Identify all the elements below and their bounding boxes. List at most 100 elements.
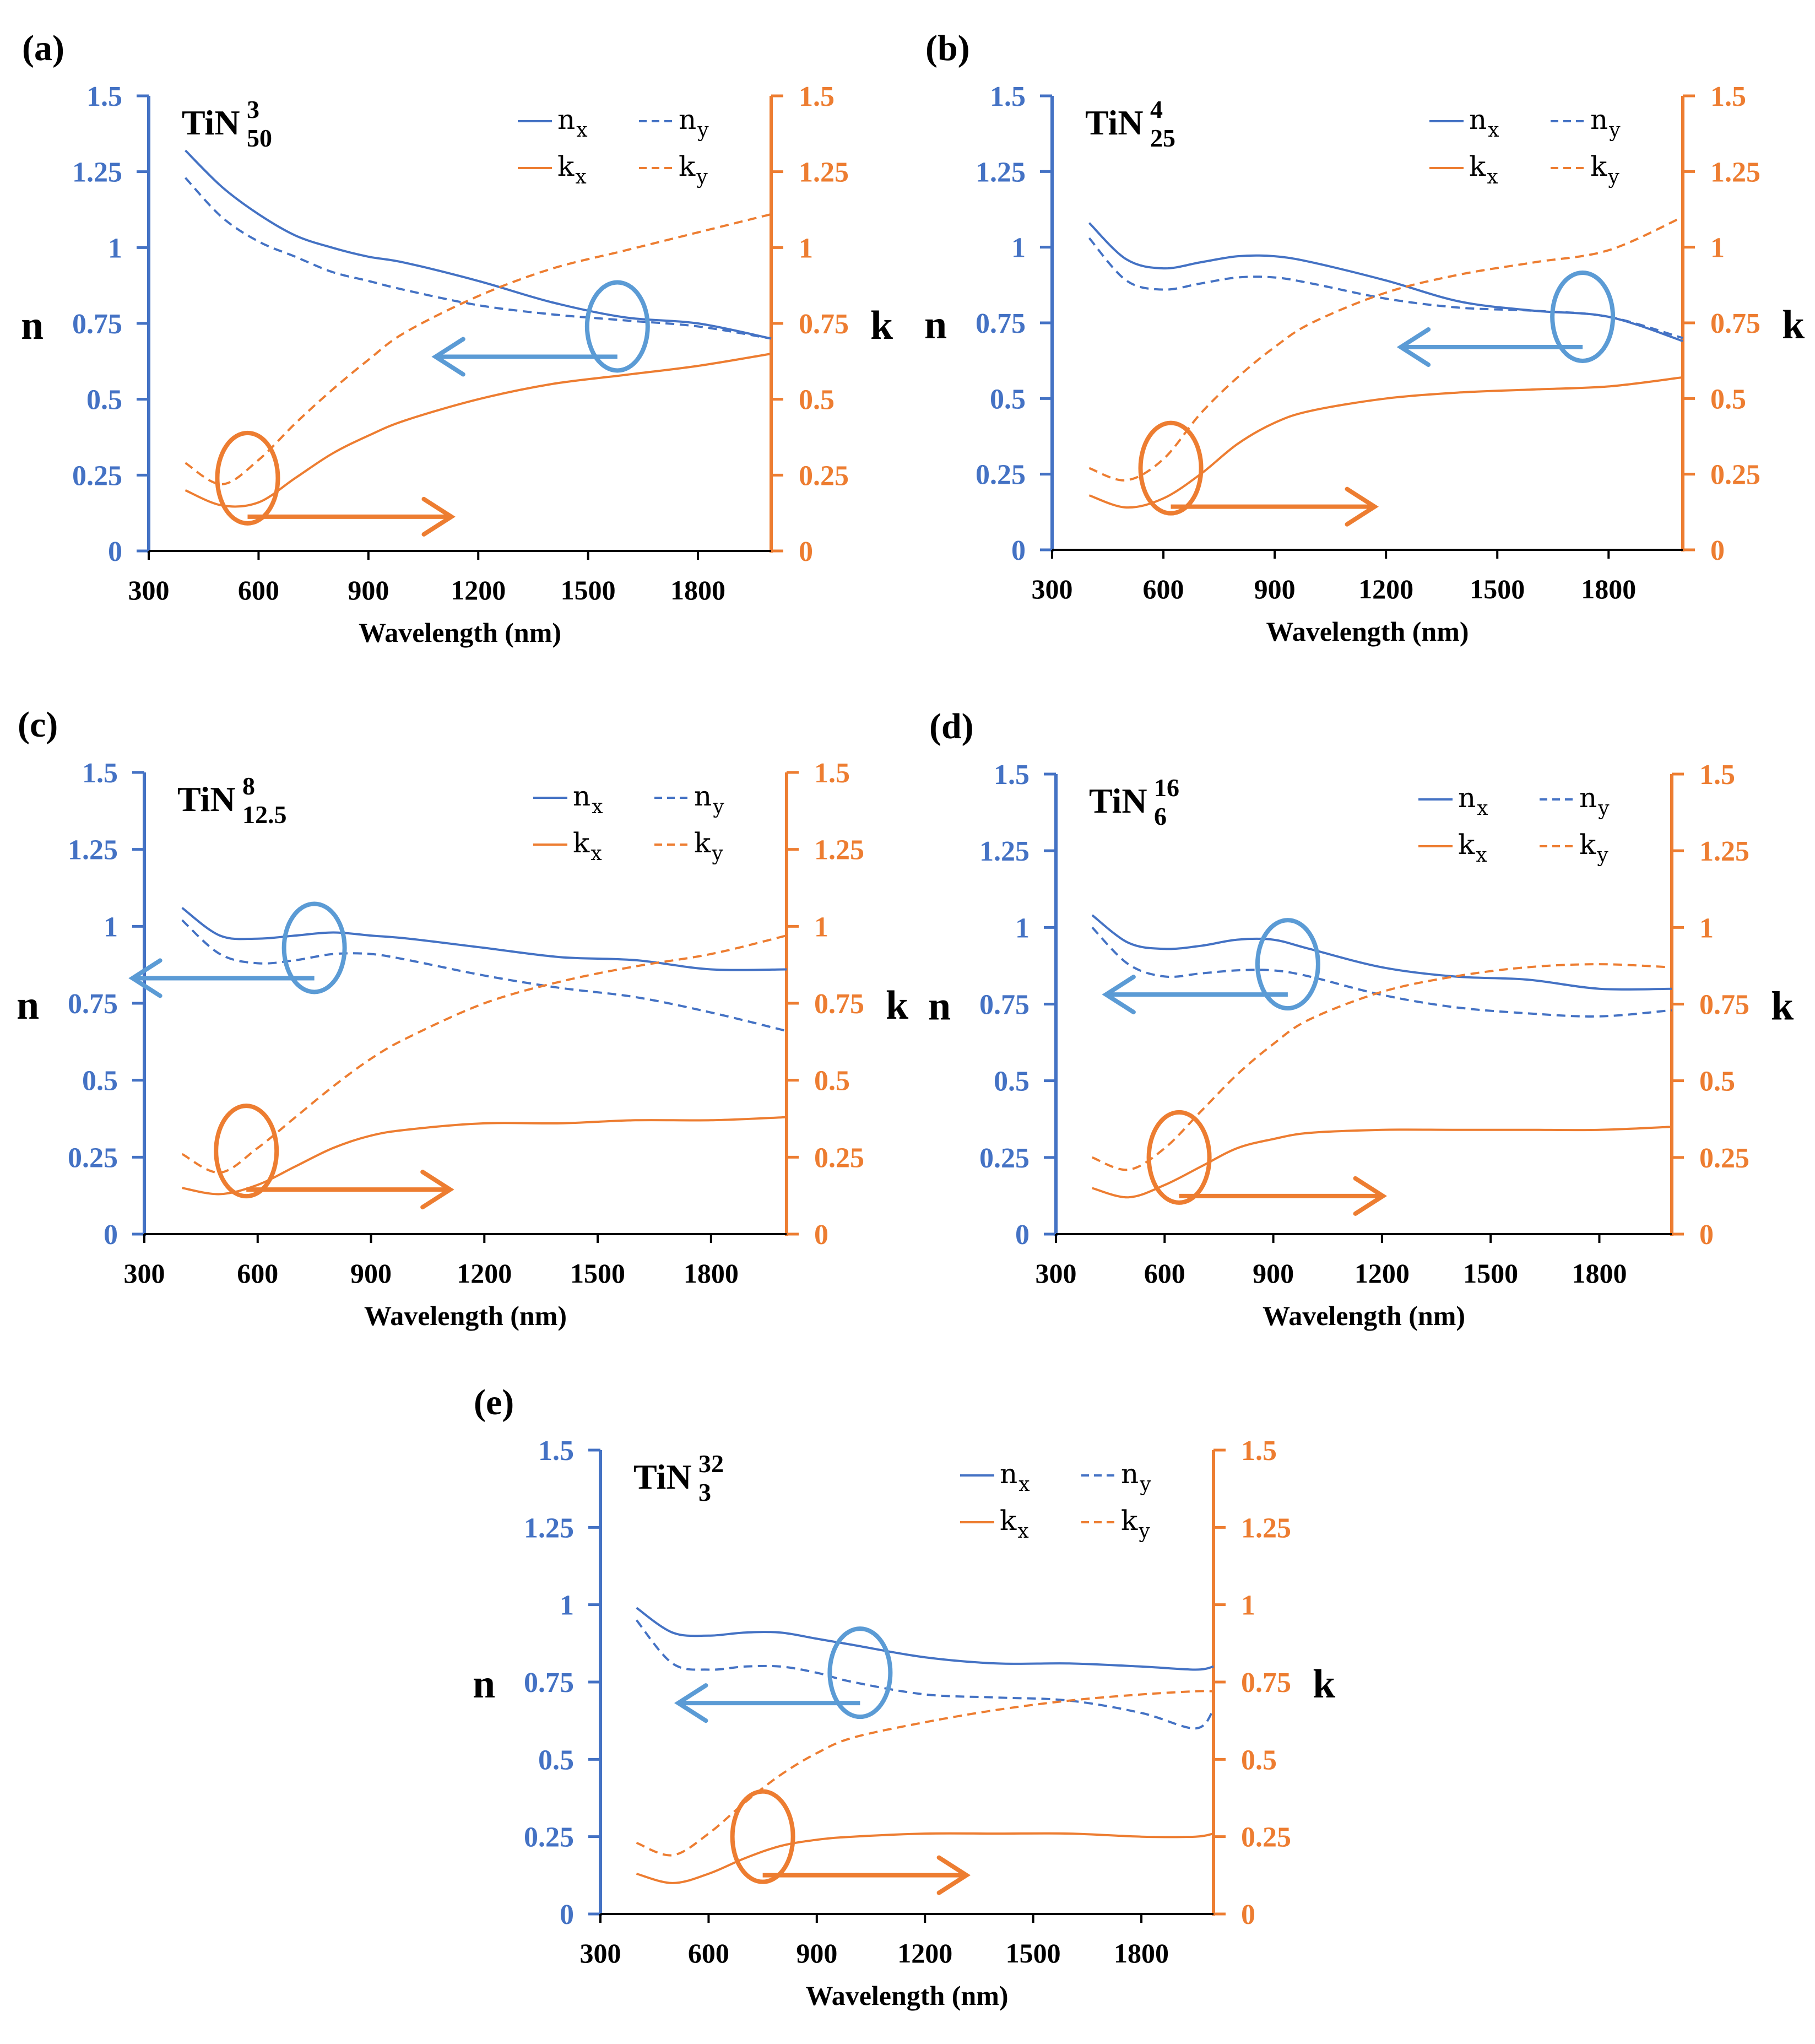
panel-a-k-tick-label: 0.25 — [799, 460, 849, 491]
panel-c-title-sup: 8 — [242, 772, 255, 800]
panel-a-legend-ny: ny — [679, 104, 709, 142]
panel-c-k-tick-label: 0 — [814, 1219, 828, 1251]
panel-c-xlabel: Wavelength (nm) — [364, 1300, 567, 1331]
panel-d-n-marker-arrowhead — [1102, 975, 1136, 1015]
panel-d-x-tick-label: 1200 — [1355, 1258, 1410, 1289]
panel-e-series-nx — [636, 1607, 1214, 1671]
panel-c-title: TiN — [177, 780, 236, 819]
panel-c-k-tick-label: 0.25 — [814, 1142, 864, 1174]
panel-d-xlabel: Wavelength (nm) — [1263, 1300, 1465, 1331]
panel-c-series-ky — [181, 934, 787, 1174]
panel-e-n-tick-label: 0.75 — [524, 1667, 574, 1699]
panel-a-n-label: n — [21, 303, 44, 348]
panel-a-x-tick-label: 1200 — [451, 575, 506, 605]
panel-b-title-sup: 4 — [1150, 95, 1163, 123]
panel-e-x-tick-label: 600 — [688, 1938, 729, 1969]
panel-e: (e) 0 0 0.25 0.25 0.5 0.5 0.75 0.75 1 1 1.25 1.25 1.5… — [473, 1382, 1336, 2011]
panel-a-x-tick-label: 900 — [348, 575, 389, 605]
panel-b-x-tick-label: 1200 — [1358, 574, 1413, 604]
panel-c-x-tick-label: 300 — [124, 1258, 165, 1289]
panel-d-title-sup: 16 — [1154, 774, 1179, 802]
panel-d-k-marker-arrowhead — [1353, 1176, 1388, 1216]
panel-e-k-tick-label: 0.75 — [1241, 1667, 1291, 1699]
panel-b-k-marker-ellipse — [1138, 420, 1204, 516]
panel-c-n-label: n — [17, 983, 39, 1028]
panel-a-k-tick-label: 1 — [799, 232, 813, 264]
panel-a-x-tick-label: 1800 — [670, 575, 725, 605]
panel-d-n-tick-label: 1 — [1015, 912, 1030, 944]
panel-d-n-tick-label: 0.25 — [979, 1143, 1030, 1174]
panel-e-x-tick-label: 1500 — [1006, 1938, 1061, 1969]
panel-d-k-marker-ellipse — [1146, 1110, 1212, 1205]
panel-b-x-tick-label: 900 — [1254, 574, 1296, 604]
panel-c-x-tick-label: 600 — [237, 1258, 278, 1289]
panel-b-k-tick-label: 1.25 — [1710, 156, 1760, 188]
panel-e-xlabel: Wavelength (nm) — [805, 1980, 1008, 2011]
panel-e-n-tick-label: 1.5 — [538, 1435, 574, 1467]
panel-b-k-tick-label: 1 — [1710, 232, 1725, 264]
panel-d-legend-ky: ky — [1579, 829, 1608, 867]
panel-c-x-tick-label: 900 — [350, 1258, 392, 1289]
panel-e-x-tick-label: 1200 — [897, 1938, 952, 1969]
panel-d-legend-nx: nx — [1458, 782, 1488, 820]
panel-b-series-nx — [1088, 222, 1683, 342]
panel-d-title-sub: 6 — [1154, 802, 1167, 830]
panel-c-legend-kx: kx — [573, 827, 602, 865]
panel-d: (d) 0 0 0.25 0.25 0.5 0.5 0.75 0.75 1 1 1.25 1.25 1.5… — [928, 706, 1794, 1331]
panel-d-x-tick-label: 1500 — [1463, 1258, 1518, 1289]
panel-e-title-sub: 3 — [698, 1478, 711, 1506]
panel-b-legend-ky: ky — [1590, 150, 1619, 188]
panel-a-n-tick-label: 1.5 — [86, 81, 122, 112]
panel-b-k-tick-label: 1.5 — [1710, 81, 1746, 112]
panel-c-n-marker-ellipse — [281, 901, 347, 994]
panel-d-x-tick-label: 300 — [1036, 1258, 1077, 1289]
panel-d-legend-kx: kx — [1458, 829, 1487, 867]
panel-b-k-tick-label: 0.75 — [1710, 308, 1760, 339]
panel-a-k-marker-arrowhead — [421, 496, 456, 537]
panel-c-k-marker-arrowhead — [420, 1170, 454, 1210]
panel-c-k-marker-ellipse — [214, 1104, 279, 1199]
panel-e-k-tick-label: 0.25 — [1241, 1822, 1291, 1853]
panel-c-k-tick-label: 1.5 — [814, 758, 850, 789]
panel-a-n-tick-label: 1 — [108, 232, 122, 264]
panel-e-series-ky — [636, 1690, 1214, 1857]
panel-a-n-marker-arrowhead — [431, 337, 465, 377]
panel-e-title: TiN — [633, 1457, 692, 1496]
panel-a-series-ky — [185, 213, 772, 485]
panel-c-n-tick-label: 0.25 — [68, 1142, 118, 1174]
panel-b-label: (b) — [925, 28, 970, 68]
panel-b: (b) 0 0 0.25 0.25 0.5 0.5 0.75 0.75 1 1 1.25 1.25 1.5… — [924, 28, 1805, 647]
panel-d-k-tick-label: 1.25 — [1699, 836, 1749, 867]
panel-d-series-kx — [1092, 1126, 1672, 1199]
panel-c-n-marker-arrowhead — [128, 958, 162, 998]
panel-b-n-tick-label: 0.25 — [976, 459, 1026, 491]
panel-c-legend-nx: nx — [573, 780, 603, 818]
panel-b-x-tick-label: 600 — [1143, 574, 1184, 604]
panel-a-x-tick-label: 1500 — [561, 575, 616, 605]
panel-d-k-tick-label: 0 — [1699, 1219, 1714, 1251]
panel-a-k-tick-label: 0 — [799, 536, 813, 567]
panel-e-x-tick-label: 300 — [580, 1938, 621, 1969]
panel-e-k-tick-label: 0.5 — [1241, 1744, 1277, 1776]
panel-b-n-label: n — [924, 302, 947, 348]
panel-a-title-sub: 50 — [247, 124, 272, 152]
panel-d-k-tick-label: 0.5 — [1699, 1066, 1735, 1097]
panel-a-label: (a) — [22, 28, 64, 68]
panel-b-n-tick-label: 1 — [1011, 232, 1026, 264]
panel-a-n-marker-ellipse — [584, 280, 650, 373]
panel-a-legend-ky: ky — [679, 150, 708, 188]
panel-e-n-tick-label: 1.25 — [524, 1512, 574, 1544]
panel-e-n-marker-ellipse — [827, 1626, 893, 1719]
panel-c-n-tick-label: 1.5 — [82, 758, 118, 789]
panel-d-n-tick-label: 0 — [1015, 1219, 1030, 1251]
panel-d-series-ny — [1091, 926, 1672, 1018]
panel-e-k-marker-arrowhead — [936, 1855, 971, 1895]
panel-e-k-marker-ellipse — [730, 1789, 795, 1884]
panel-d-series-nx — [1091, 914, 1672, 991]
panel-b-n-tick-label: 0.5 — [990, 383, 1026, 415]
panel-e-n-label: n — [473, 1662, 495, 1707]
panel-d-n-tick-label: 1.5 — [994, 759, 1030, 791]
panel-a-legend-kx: kx — [557, 150, 587, 188]
panel-b-legend-ny: ny — [1590, 104, 1621, 142]
